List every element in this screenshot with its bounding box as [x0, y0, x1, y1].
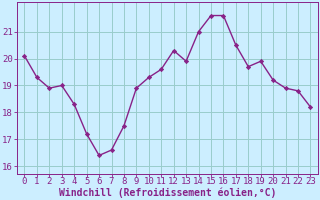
- X-axis label: Windchill (Refroidissement éolien,°C): Windchill (Refroidissement éolien,°C): [59, 187, 276, 198]
